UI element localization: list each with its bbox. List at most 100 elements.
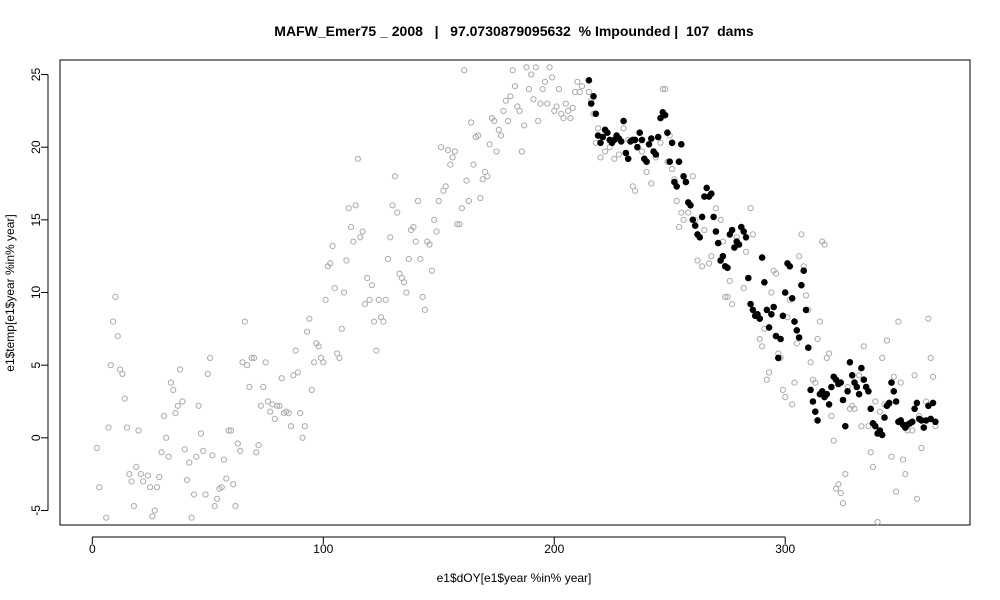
open-data-point bbox=[96, 484, 103, 491]
filled-data-point bbox=[654, 133, 662, 141]
filled-data-point bbox=[636, 129, 644, 136]
open-data-point bbox=[364, 274, 371, 282]
open-data-point bbox=[220, 456, 228, 463]
open-data-point bbox=[387, 234, 394, 241]
filled-data-point bbox=[728, 226, 736, 234]
filled-data-point bbox=[768, 311, 775, 318]
open-data-point bbox=[763, 376, 770, 383]
open-data-point bbox=[267, 408, 274, 415]
open-data-point bbox=[214, 495, 221, 502]
filled-data-point bbox=[800, 267, 808, 275]
open-data-point bbox=[498, 132, 505, 139]
open-data-point bbox=[431, 216, 438, 223]
open-data-point bbox=[202, 491, 209, 498]
open-data-point bbox=[699, 263, 706, 270]
filled-data-point bbox=[807, 386, 814, 394]
open-data-point bbox=[507, 93, 514, 100]
filled-data-point bbox=[814, 417, 821, 424]
open-data-point bbox=[297, 410, 304, 417]
open-data-point bbox=[830, 437, 837, 444]
open-data-point bbox=[680, 216, 687, 223]
filled-data-point bbox=[668, 139, 676, 147]
open-data-point bbox=[135, 427, 142, 434]
filled-data-point bbox=[590, 93, 597, 100]
filled-data-point bbox=[805, 344, 812, 352]
filled-data-point bbox=[848, 372, 856, 379]
open-data-point bbox=[278, 375, 285, 382]
open-data-point bbox=[359, 228, 366, 235]
open-data-point bbox=[260, 383, 267, 391]
filled-data-point bbox=[865, 388, 872, 395]
open-data-point bbox=[449, 154, 456, 161]
open-data-point bbox=[899, 456, 907, 463]
open-data-point bbox=[638, 148, 646, 155]
open-data-point bbox=[821, 241, 828, 248]
open-data-point bbox=[694, 257, 701, 264]
open-data-point bbox=[766, 369, 773, 376]
open-data-point bbox=[405, 256, 412, 263]
open-data-point bbox=[391, 173, 398, 180]
open-data-point bbox=[553, 103, 560, 110]
open-data-point bbox=[103, 514, 110, 521]
open-data-point bbox=[384, 256, 392, 263]
filled-data-point bbox=[592, 110, 600, 118]
open-data-point bbox=[311, 359, 318, 366]
open-data-point bbox=[595, 125, 602, 132]
filled-data-point bbox=[620, 117, 627, 125]
open-data-point bbox=[285, 410, 292, 417]
open-data-point bbox=[93, 444, 101, 452]
filled-data-point bbox=[772, 332, 780, 340]
open-data-point bbox=[565, 107, 572, 115]
open-data-point bbox=[888, 453, 895, 460]
x-axis: 0 100 200 300 bbox=[89, 536, 796, 556]
filled-data-point bbox=[788, 295, 796, 302]
open-data-point bbox=[662, 86, 669, 93]
open-data-point bbox=[876, 408, 884, 415]
x-tick-label: 200 bbox=[544, 542, 564, 556]
open-data-point bbox=[602, 148, 609, 155]
filled-data-point bbox=[666, 158, 674, 165]
filled-data-point bbox=[913, 399, 921, 407]
filled-data-point bbox=[781, 289, 789, 296]
open-data-point bbox=[237, 447, 244, 454]
filled-data-point bbox=[740, 228, 748, 235]
open-data-point bbox=[444, 147, 452, 154]
open-data-point bbox=[484, 173, 491, 180]
open-data-point bbox=[126, 471, 133, 478]
open-data-point bbox=[147, 484, 154, 491]
open-data-point bbox=[345, 205, 352, 212]
open-data-point bbox=[438, 144, 445, 151]
open-data-point bbox=[105, 424, 112, 431]
open-data-point bbox=[546, 64, 553, 71]
open-data-point bbox=[394, 209, 401, 216]
open-data-point bbox=[435, 197, 442, 205]
open-data-point bbox=[361, 301, 368, 308]
filled-data-point bbox=[892, 398, 900, 405]
open-data-point bbox=[209, 452, 216, 459]
open-data-point bbox=[163, 434, 170, 441]
filled-data-point bbox=[809, 398, 817, 405]
open-data-point bbox=[742, 248, 750, 255]
open-data-point bbox=[327, 260, 334, 267]
open-data-point bbox=[883, 337, 891, 344]
open-data-point bbox=[371, 318, 378, 325]
filled-data-point bbox=[793, 327, 801, 334]
x-axis-label: e1$dOY[e1$year %in% year] bbox=[437, 571, 592, 585]
open-data-point bbox=[567, 115, 574, 122]
open-data-point bbox=[193, 453, 200, 460]
open-data-point bbox=[200, 447, 207, 454]
open-data-point bbox=[521, 122, 528, 129]
y-tick-label: 20 bbox=[29, 140, 43, 154]
open-data-point bbox=[227, 427, 234, 434]
filled-data-point bbox=[761, 279, 768, 286]
filled-data-point bbox=[911, 405, 918, 413]
open-data-point bbox=[826, 350, 833, 357]
open-data-point bbox=[264, 398, 271, 405]
filled-data-point bbox=[687, 202, 694, 209]
open-data-point bbox=[255, 442, 262, 449]
open-data-point bbox=[620, 125, 627, 132]
open-data-point bbox=[518, 148, 526, 155]
open-data-point bbox=[463, 177, 470, 184]
open-data-point bbox=[320, 359, 327, 366]
